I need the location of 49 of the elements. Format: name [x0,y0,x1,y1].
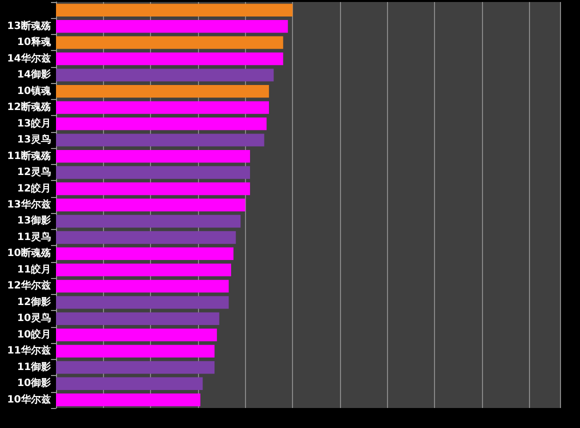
y-tick-label: 13灵鸟 [17,134,51,146]
bar [56,182,250,196]
bar [56,4,293,16]
bar [56,264,232,276]
y-tick-label: 11皎月 [17,263,51,276]
y-tick-label: 12灵鸟 [17,166,51,178]
bar [56,20,288,33]
y-tick-label: 12皎月 [17,182,51,194]
bar [56,394,200,406]
bar [56,231,236,244]
y-tick-label: 11华尔兹 [7,344,51,357]
y-tick-label: 10灵鸟 [17,312,51,324]
bar [56,150,250,163]
y-tick-label: 14御影 [17,68,51,81]
bar [56,101,269,114]
bar [56,280,229,293]
y-tick-label: 11断魂殇 [7,150,51,162]
y-tick-label: 12华尔兹 [7,280,51,292]
bar [56,361,215,374]
y-tick-label: 13御影 [17,214,51,227]
bar [56,68,274,82]
bar [56,214,241,228]
bar [56,377,203,390]
bar [56,52,284,66]
bar [56,198,246,212]
bar [56,84,269,98]
y-tick-label: 12断魂殇 [7,101,51,114]
bar [56,296,229,309]
y-tick-label: 11御影 [17,360,51,373]
y-tick-label: 13断魂殇 [7,20,51,32]
y-tick-label: 10华尔兹 [7,393,51,406]
bar [56,36,284,49]
bar [56,117,267,130]
bar [56,328,217,342]
bar [56,312,220,326]
y-tick-label: 10皎月 [17,328,51,340]
y-tick-label: 14华尔兹 [7,52,51,64]
y-tick-label: 10镇魂 [17,84,51,97]
y-tick-label: 10断魂殇 [7,247,51,260]
y-tick-label: 13皎月 [17,117,51,130]
bar [56,247,234,260]
bar [56,134,264,146]
bar [56,344,215,358]
y-tick-label: 11灵鸟 [17,230,51,243]
y-tick-label: 10释魂 [17,36,51,48]
y-tick-label: 10御影 [17,377,51,390]
y-tick-label: 13华尔兹 [7,198,51,210]
bar [56,166,250,179]
y-tick-label: 12御影 [17,296,51,308]
